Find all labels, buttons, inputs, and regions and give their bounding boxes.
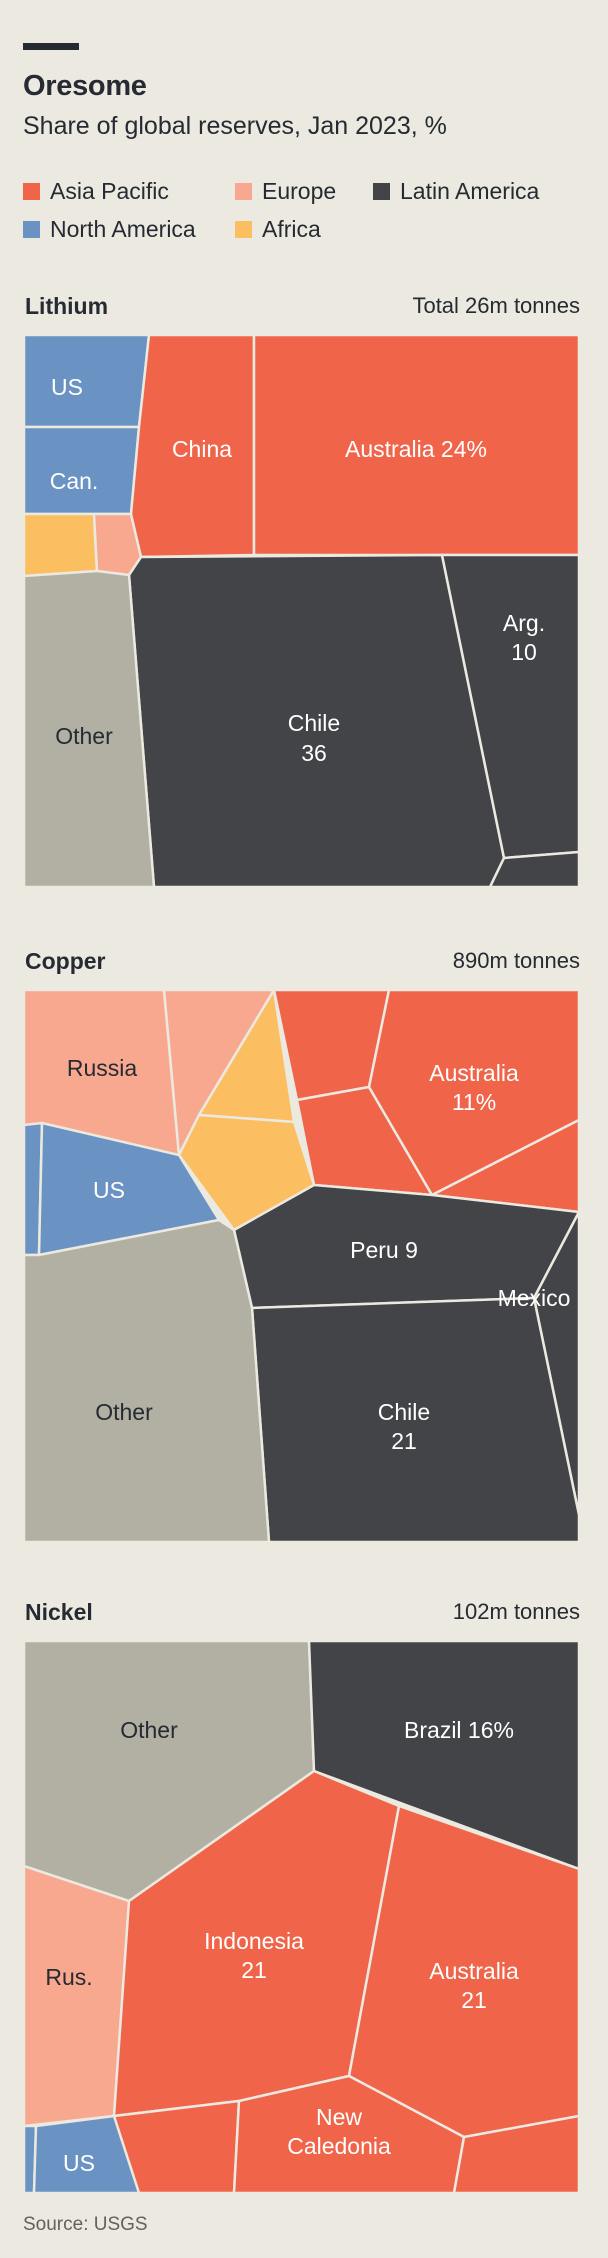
cell-label: Indonesia — [204, 1928, 304, 1954]
chart-title: Oresome — [23, 70, 147, 102]
cell-value-label: 36 — [301, 740, 327, 766]
treemap-cell-unlabelled-8 — [24, 2124, 38, 2193]
cell-label: Other — [95, 1399, 153, 1425]
legend-item-latin-america: Latin America — [373, 178, 539, 205]
cell-label: Australia 24% — [345, 436, 487, 462]
cell-label: Can. — [50, 468, 99, 494]
cell-value-label: 10 — [511, 639, 537, 665]
lithium-treemap-svg: US Can. China Australia 24% Chile 36 Arg. 10 Oth… — [24, 335, 579, 887]
cell-label: Mexico — [498, 1285, 571, 1311]
treemap-cell-unlabelled-8 — [488, 850, 579, 887]
cell-label: US — [93, 1177, 125, 1203]
cell-label: Other — [55, 723, 113, 749]
treemap-cell-australia-24 — [252, 335, 579, 557]
cell-value-label: 21 — [461, 1987, 487, 2013]
nickel-treemap: Other Brazil 16% Rus. Indonesia 21 Australia 2… — [24, 1641, 579, 2193]
source-note: Source: USGS — [23, 2214, 148, 2235]
cell-value-label: Caledonia — [287, 2133, 391, 2159]
nickel-treemap-svg: Other Brazil 16% Rus. Indonesia 21 Australia 2… — [24, 1641, 579, 2193]
chart-subtitle: Share of global reserves, Jan 2023, % — [23, 112, 447, 140]
legend-swatch — [23, 183, 40, 200]
lithium-treemap: US Can. China Australia 24% Chile 36 Arg. 10 Oth… — [24, 335, 579, 887]
cell-label: Australia — [429, 1958, 519, 1984]
lithium-total: Total 26m tonnes — [412, 293, 580, 318]
cell-label: Peru 9 — [350, 1237, 418, 1263]
cell-label: Australia — [429, 1060, 519, 1086]
cell-value-label: 11% — [452, 1089, 496, 1115]
legend: Asia Pacific Europe Latin America North … — [23, 178, 593, 253]
cell-label: Chile — [288, 710, 340, 736]
lithium-title: Lithium — [25, 293, 109, 319]
cell-label: Chile — [378, 1399, 430, 1425]
legend-item-europe: Europe — [235, 178, 336, 205]
treemap-cell-other — [24, 1218, 271, 1542]
treemap-cell-unlabelled-2 — [24, 512, 99, 578]
treemap-cell-us — [32, 2114, 141, 2193]
nickel-total: 102m tonnes — [452, 1599, 580, 1624]
legend-swatch — [235, 183, 252, 200]
treemap-cell-unlabelled-7 — [452, 2114, 579, 2193]
cell-label: US — [51, 374, 83, 400]
cell-label: Russia — [67, 1055, 138, 1081]
copper-title: Copper — [25, 948, 106, 974]
legend-swatch — [23, 221, 40, 238]
cell-value-label: 21 — [391, 1428, 417, 1454]
nickel-title: Nickel — [25, 1599, 93, 1625]
cell-label: Arg. — [503, 610, 545, 636]
cell-label: Brazil 16% — [404, 1717, 514, 1743]
cell-label: China — [172, 436, 232, 462]
cell-label: Rus. — [45, 1964, 92, 1990]
legend-item-north-america: North America — [23, 216, 196, 243]
cell-label: Other — [120, 1717, 178, 1743]
header-rule — [23, 43, 79, 50]
cell-label: US — [63, 2150, 95, 2176]
treemap-cell-brazil-16 — [307, 1641, 579, 1871]
legend-swatch — [235, 221, 252, 238]
treemap-cell-arg — [440, 553, 579, 860]
treemap-cell-rus — [24, 1864, 131, 2128]
cell-value-label: 21 — [241, 1957, 267, 1983]
copper-total: 890m tonnes — [452, 948, 580, 973]
legend-swatch — [373, 183, 390, 200]
treemap-cell-us — [24, 335, 151, 429]
legend-item-asia-pacific: Asia Pacific — [23, 178, 169, 205]
treemap-cell-other — [24, 569, 156, 887]
copper-treemap: Russia Australia 11% US Peru 9 Mexico Chile 21 O… — [24, 990, 579, 1542]
legend-item-africa: Africa — [235, 216, 321, 243]
cell-label: New — [316, 2104, 362, 2130]
copper-treemap-svg: Russia Australia 11% US Peru 9 Mexico Chile 21 O… — [24, 990, 579, 1542]
